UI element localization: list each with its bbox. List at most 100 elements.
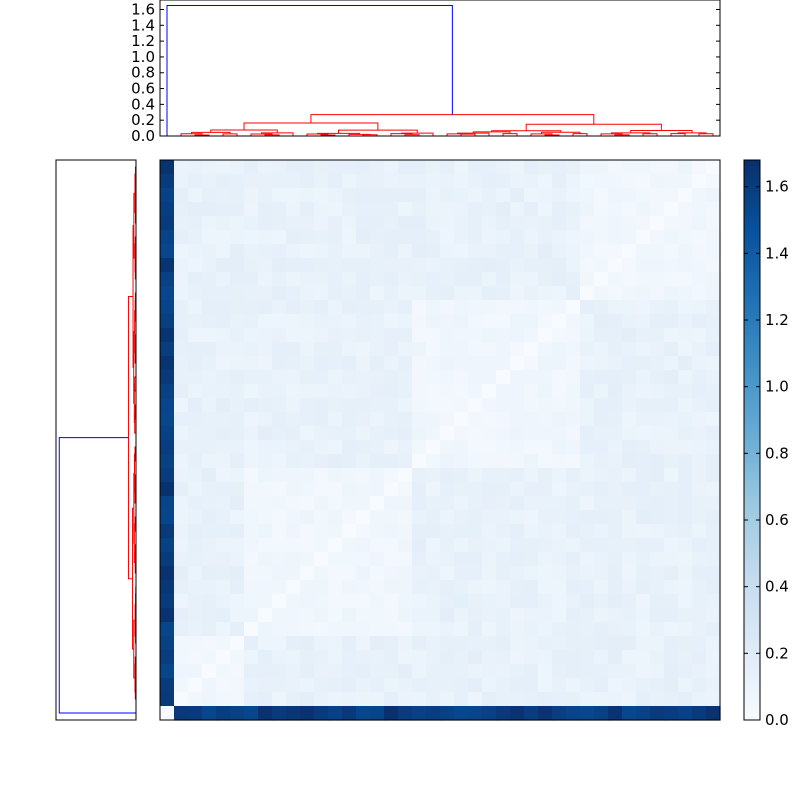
heatmap-cell bbox=[524, 608, 539, 623]
heatmap-cell bbox=[356, 510, 371, 525]
heatmap-cell bbox=[328, 216, 343, 231]
heatmap-cell bbox=[188, 286, 203, 301]
heatmap-cell bbox=[622, 412, 637, 427]
heatmap-cell bbox=[664, 230, 679, 245]
heatmap-cell bbox=[160, 468, 175, 483]
heatmap-cell bbox=[426, 468, 441, 483]
heatmap-cell bbox=[328, 636, 343, 651]
heatmap-cell bbox=[608, 272, 623, 287]
heatmap-cell bbox=[580, 608, 595, 623]
heatmap-cell bbox=[692, 650, 707, 665]
heatmap-cell bbox=[538, 636, 553, 651]
heatmap-cell bbox=[454, 230, 469, 245]
heatmap-cell bbox=[678, 300, 693, 315]
heatmap-cell bbox=[244, 678, 259, 693]
heatmap-cell bbox=[356, 608, 371, 623]
heatmap-cell bbox=[202, 412, 217, 427]
heatmap-cell bbox=[510, 398, 525, 413]
heatmap-cell bbox=[314, 608, 329, 623]
heatmap-cell bbox=[230, 524, 245, 539]
heatmap-cell bbox=[454, 440, 469, 455]
top-dendrogram-tick-label: 0.8 bbox=[131, 64, 155, 82]
heatmap-cell bbox=[272, 356, 287, 371]
heatmap-cell bbox=[510, 664, 525, 679]
heatmap-cell bbox=[216, 230, 231, 245]
heatmap-cell bbox=[412, 300, 427, 315]
heatmap-cell bbox=[286, 566, 301, 581]
heatmap-cell bbox=[174, 272, 189, 287]
heatmap-cell bbox=[650, 440, 665, 455]
heatmap-cell bbox=[300, 496, 315, 511]
heatmap-cell bbox=[468, 174, 483, 189]
heatmap-cell bbox=[356, 594, 371, 609]
heatmap-cell bbox=[636, 202, 651, 217]
heatmap-cell bbox=[328, 328, 343, 343]
heatmap-cell bbox=[258, 552, 273, 567]
heatmap-cell bbox=[398, 412, 413, 427]
heatmap-cell bbox=[244, 202, 259, 217]
heatmap-cell bbox=[160, 286, 175, 301]
heatmap-cell bbox=[622, 692, 637, 707]
heatmap-cell bbox=[188, 650, 203, 665]
heatmap-cell bbox=[356, 552, 371, 567]
heatmap-cell bbox=[272, 174, 287, 189]
heatmap-cell bbox=[398, 524, 413, 539]
heatmap-cell bbox=[384, 272, 399, 287]
heatmap-cell bbox=[706, 706, 721, 721]
heatmap-cell bbox=[650, 244, 665, 259]
heatmap-cell bbox=[174, 230, 189, 245]
heatmap-cell bbox=[524, 244, 539, 259]
heatmap-cell bbox=[538, 608, 553, 623]
heatmap-cell bbox=[636, 580, 651, 595]
heatmap-cell bbox=[594, 664, 609, 679]
heatmap-cell bbox=[244, 370, 259, 385]
heatmap-cell bbox=[636, 272, 651, 287]
heatmap-cell bbox=[622, 216, 637, 231]
heatmap-cell bbox=[608, 552, 623, 567]
heatmap-cell bbox=[286, 342, 301, 357]
heatmap-cell bbox=[244, 300, 259, 315]
heatmap-cell bbox=[552, 160, 567, 175]
heatmap-cell bbox=[524, 384, 539, 399]
heatmap-cell bbox=[272, 538, 287, 553]
heatmap-cell bbox=[454, 524, 469, 539]
heatmap-cell bbox=[692, 636, 707, 651]
heatmap-cell bbox=[678, 272, 693, 287]
heatmap-cell bbox=[594, 370, 609, 385]
heatmap-cell bbox=[314, 216, 329, 231]
heatmap-cell bbox=[230, 468, 245, 483]
heatmap-cell bbox=[594, 706, 609, 721]
heatmap-cell bbox=[426, 692, 441, 707]
heatmap-cell bbox=[356, 566, 371, 581]
heatmap-cell bbox=[286, 272, 301, 287]
heatmap-cell bbox=[398, 664, 413, 679]
heatmap-cell bbox=[342, 440, 357, 455]
heatmap-cell bbox=[622, 230, 637, 245]
heatmap-cell bbox=[314, 188, 329, 203]
heatmap-cell bbox=[622, 650, 637, 665]
heatmap-cell bbox=[356, 650, 371, 665]
heatmap-cell bbox=[216, 622, 231, 637]
heatmap-cell bbox=[440, 216, 455, 231]
heatmap-cell bbox=[692, 440, 707, 455]
heatmap-cell bbox=[454, 342, 469, 357]
heatmap-cell bbox=[230, 580, 245, 595]
heatmap-cell bbox=[580, 580, 595, 595]
heatmap-cell bbox=[328, 188, 343, 203]
heatmap-cell bbox=[706, 636, 721, 651]
heatmap-cell bbox=[202, 636, 217, 651]
heatmap-cell bbox=[692, 552, 707, 567]
heatmap-cell bbox=[174, 678, 189, 693]
heatmap-cell bbox=[412, 496, 427, 511]
heatmap-cell bbox=[188, 300, 203, 315]
heatmap-cell bbox=[566, 454, 581, 469]
heatmap-cell bbox=[342, 650, 357, 665]
heatmap-cell bbox=[258, 650, 273, 665]
heatmap-cell bbox=[398, 454, 413, 469]
heatmap-cell bbox=[174, 314, 189, 329]
heatmap-cell bbox=[384, 314, 399, 329]
heatmap-cell bbox=[188, 230, 203, 245]
heatmap-cell bbox=[552, 636, 567, 651]
heatmap-cell bbox=[356, 664, 371, 679]
heatmap-cell bbox=[608, 706, 623, 721]
